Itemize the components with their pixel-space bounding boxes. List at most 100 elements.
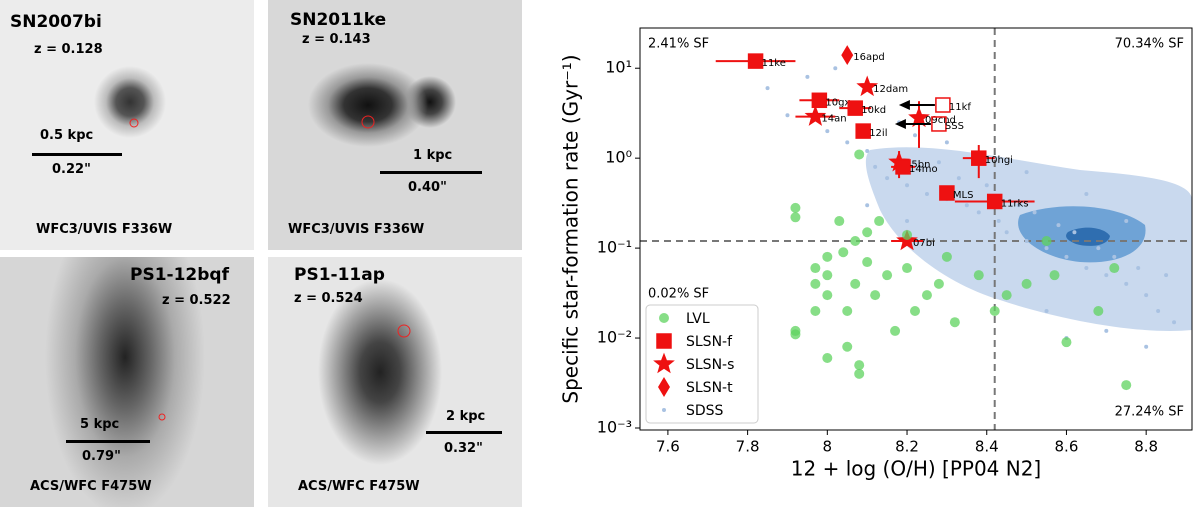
sdss-point [1084, 191, 1089, 196]
panel-name: SN2011ke [290, 10, 387, 30]
legend-entry: SLSN-t [658, 377, 733, 397]
legend-label: SLSN-s [686, 357, 734, 373]
lvl-point [822, 353, 833, 364]
lvl-point [810, 305, 821, 316]
point-label: 11kf [949, 102, 972, 113]
plot-frame [639, 27, 1193, 431]
scale-kpc: 5 kpc [80, 417, 120, 432]
point-label: 11ke [762, 58, 786, 69]
lvl-point [1001, 290, 1012, 301]
y-tick-label: 10⁻³ [597, 417, 632, 436]
legend-label: SDSS [686, 403, 724, 419]
slsn-f-point [895, 159, 911, 175]
x-tick-label: 8.6 [1055, 438, 1079, 456]
sdss-point [1032, 210, 1037, 215]
sdss-point [1164, 273, 1169, 278]
marker-layer [397, 324, 411, 338]
sdss-point [1144, 293, 1149, 298]
y-axis-label: Specific star-formation rate (Gyr⁻¹) [559, 54, 583, 403]
sdss-point [996, 219, 1001, 224]
image-panel: SN2007bi z = 0.128 0.5 kpc 0.22" WFC3/UV… [0, 0, 254, 250]
scale-bar [426, 431, 502, 434]
scale-arcsec: 0.32" [444, 441, 483, 456]
y-tick-label: 10⁰ [605, 148, 632, 167]
sdss-point [1044, 308, 1049, 313]
lvl-point [850, 235, 861, 246]
x-tick-label: 8.8 [1134, 438, 1158, 456]
point-label: 10gx [825, 97, 850, 108]
lvl-point [921, 290, 932, 301]
lvl-point [1021, 278, 1032, 289]
lvl-point [933, 278, 944, 289]
x-tick-label: 8 [823, 438, 833, 456]
panel-name: SN2007bi [10, 12, 102, 32]
slsn-f-point [855, 123, 871, 139]
scale-arcsec: 0.22" [52, 162, 91, 177]
scale-kpc: 0.5 kpc [40, 128, 94, 143]
legend-entry: SLSN-s [653, 352, 734, 374]
point-label: 15bn [905, 159, 930, 170]
legend-box [645, 304, 759, 424]
lvl-point [902, 263, 913, 274]
legend-marker [659, 313, 669, 323]
lvl-point [838, 247, 849, 258]
series-dot [765, 66, 1177, 349]
panel-redshift: z = 0.524 [294, 291, 363, 306]
sdss-point [1016, 203, 1021, 208]
sdss-point [845, 140, 850, 145]
point-label: 07bi [913, 238, 935, 249]
lvl-point [910, 305, 921, 316]
panel-redshift: z = 0.522 [162, 293, 231, 308]
lvl-point [790, 212, 801, 223]
lvl-point [822, 270, 833, 281]
sdss-point [924, 191, 929, 196]
point-label: 10hgi [985, 155, 1013, 166]
sdss-point [1144, 344, 1149, 349]
sdss-point [905, 183, 910, 188]
legend-entry: SDSS [662, 403, 724, 419]
lvl-point [862, 227, 873, 238]
limit-arrowhead [894, 118, 906, 129]
slsn-f-point [811, 92, 828, 109]
sdss-point [913, 133, 918, 138]
limit-arrowhead [898, 100, 910, 111]
lvl-point [822, 290, 833, 301]
x-tick-label: 8.2 [895, 438, 919, 456]
sdss-point [1112, 254, 1117, 259]
panel-filter: WFC3/UVIS F336W [288, 222, 425, 237]
point-label: 11rks [1001, 198, 1029, 209]
lvl-point [989, 305, 1000, 316]
slsn-f-point [847, 100, 863, 116]
lvl-point [1121, 380, 1132, 391]
sdss-point [785, 113, 790, 118]
lvl-point [973, 270, 984, 281]
slsn-s-point [856, 75, 879, 97]
sdss-point [1024, 170, 1029, 175]
lvl-point [949, 317, 960, 328]
sdss-point [1156, 308, 1161, 313]
marker-layer [129, 118, 139, 128]
lvl-point [790, 202, 801, 213]
sn-position [397, 324, 411, 338]
panel-filter: WFC3/UVIS F336W [36, 222, 173, 237]
quadrant-annotation: 27.24% SF [1115, 405, 1184, 420]
sdss-point [956, 176, 961, 181]
image-panel: SN2011ke z = 0.143 1 kpc 0.40" WFC3/UVIS… [268, 0, 522, 250]
legend-marker [656, 333, 672, 349]
lvl-point [902, 229, 913, 240]
sdss-point [805, 74, 810, 79]
sdss-point [1096, 246, 1101, 251]
slsn-f-point [931, 116, 947, 132]
point-label: 12dam [873, 84, 908, 95]
slsn-s-point [908, 106, 930, 128]
lvl-point [1093, 305, 1104, 316]
sdss-point [885, 176, 890, 181]
point-label: MLS [953, 190, 974, 201]
panel-name: PS1-12bqf [130, 265, 229, 285]
legend-marker [653, 352, 675, 374]
marker-layer [361, 115, 375, 129]
quadrant-annotation: 0.02% SF [648, 287, 709, 302]
sdss-point [1064, 254, 1069, 259]
x-tick-label: 7.6 [656, 438, 680, 456]
sn-position [158, 413, 166, 421]
